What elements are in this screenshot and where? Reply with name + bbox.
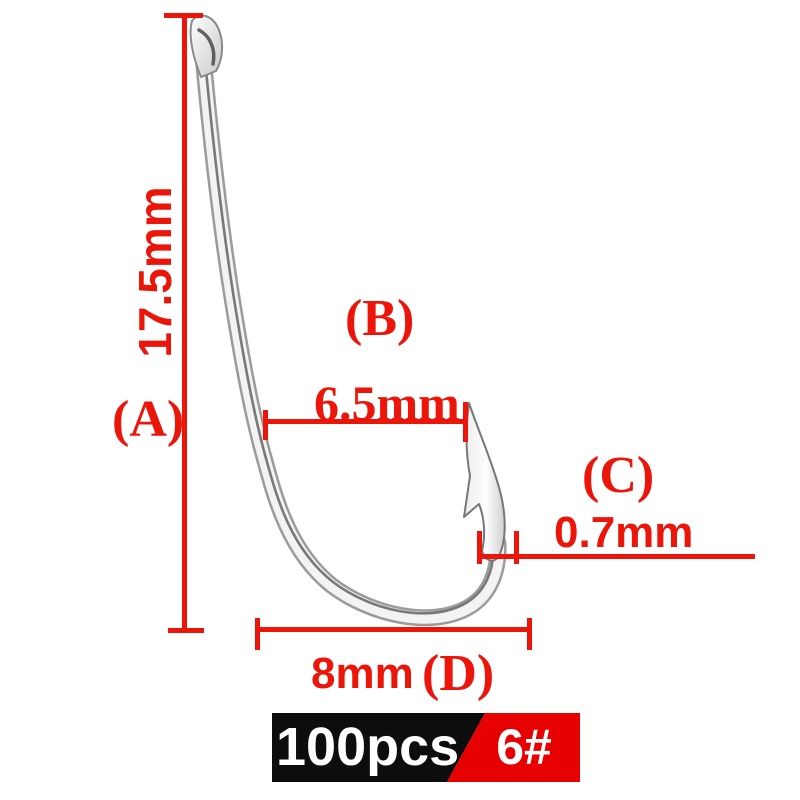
- banner-size-badge: 6#: [496, 719, 552, 775]
- dim-c-line: [477, 554, 755, 559]
- dim-a-tick-top: [164, 13, 203, 18]
- dim-c-tag: (C): [582, 447, 655, 504]
- banner-quantity: 100pcs: [276, 717, 460, 777]
- dim-c-tick-2: [514, 531, 519, 564]
- dim-a-line: [182, 15, 187, 631]
- dim-a-tick-bottom: [168, 628, 204, 633]
- hook-wire: [195, 57, 507, 627]
- dim-b-line: [265, 419, 468, 424]
- dim-d-tick-left: [255, 618, 260, 650]
- dim-d-value: 8mm: [311, 649, 414, 698]
- dim-c-value: 0.7mm: [554, 508, 694, 557]
- dim-d-tick-right: [527, 618, 532, 650]
- dim-c-tick-1: [477, 531, 482, 564]
- dim-d-line: [255, 627, 532, 632]
- dim-b-tick-right: [463, 402, 468, 442]
- dim-a-tag: (A): [112, 391, 185, 448]
- banner-black-background: [272, 713, 485, 782]
- product-banner: 100pcs 6#: [272, 713, 580, 782]
- dim-b-tick-left: [263, 410, 268, 440]
- hook-point-barb: [463, 402, 506, 562]
- dim-b-tag: (B): [345, 290, 415, 347]
- hook-eye: [189, 14, 224, 78]
- dim-a-value: 17.5mm: [129, 186, 181, 358]
- dim-d-tag: (D): [422, 645, 495, 702]
